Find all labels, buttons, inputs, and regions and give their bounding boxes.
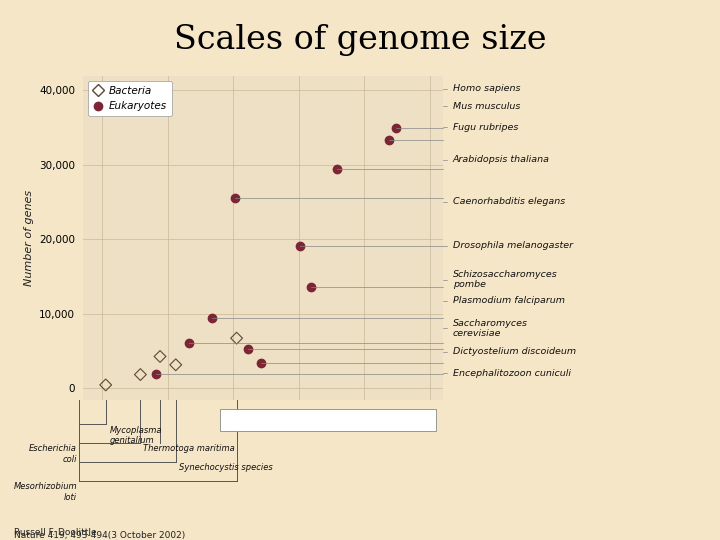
Text: Thermotoga maritima: Thermotoga maritima	[143, 444, 235, 454]
Text: Dictyostelium discoideum: Dictyostelium discoideum	[453, 347, 576, 356]
Point	[390, 124, 402, 132]
Point	[231, 334, 243, 342]
Point	[154, 352, 166, 361]
Point	[242, 345, 253, 353]
Point	[150, 370, 162, 379]
Text: Schizosaccharomyces
pombe: Schizosaccharomyces pombe	[453, 270, 557, 289]
Point	[294, 242, 306, 251]
Text: Homo sapiens: Homo sapiens	[453, 84, 521, 93]
Point	[183, 339, 194, 348]
Legend: Bacteria, Eukaryotes: Bacteria, Eukaryotes	[88, 81, 172, 117]
Text: Mesorhizobium
loti: Mesorhizobium loti	[14, 482, 77, 502]
Text: Plasmodium falciparum: Plasmodium falciparum	[453, 296, 565, 305]
Point	[135, 370, 146, 379]
Text: log (million base pairs): log (million base pairs)	[271, 415, 384, 425]
Text: Nature 419, 493-494(3 October 2002): Nature 419, 493-494(3 October 2002)	[14, 531, 186, 540]
Point	[331, 164, 343, 173]
Text: Synechocystis species: Synechocystis species	[179, 463, 272, 472]
Text: Russell F. Doolittle: Russell F. Doolittle	[14, 528, 97, 537]
Text: Mus musculus: Mus musculus	[453, 102, 521, 111]
Y-axis label: Number of genes: Number of genes	[24, 190, 34, 286]
Point	[207, 313, 218, 322]
Point	[305, 283, 316, 292]
Text: Saccharomyces
cerevisiae: Saccharomyces cerevisiae	[453, 319, 528, 338]
Point	[383, 136, 395, 144]
Point	[229, 194, 240, 203]
Text: Escherichia
coli: Escherichia coli	[30, 444, 77, 464]
Point	[255, 359, 266, 367]
Text: Arabidopsis thaliana: Arabidopsis thaliana	[453, 156, 550, 164]
Text: Drosophila melanogaster: Drosophila melanogaster	[453, 241, 573, 250]
Text: Caenorhabditis elegans: Caenorhabditis elegans	[453, 198, 565, 206]
Text: Encephalitozoon cuniculi: Encephalitozoon cuniculi	[453, 368, 571, 377]
Text: Fugu rubripes: Fugu rubripes	[453, 123, 518, 132]
Text: Mycoplasma
genitalium: Mycoplasma genitalium	[109, 426, 162, 445]
Text: Scales of genome size: Scales of genome size	[174, 24, 546, 56]
Point	[100, 381, 112, 389]
Point	[170, 361, 181, 369]
